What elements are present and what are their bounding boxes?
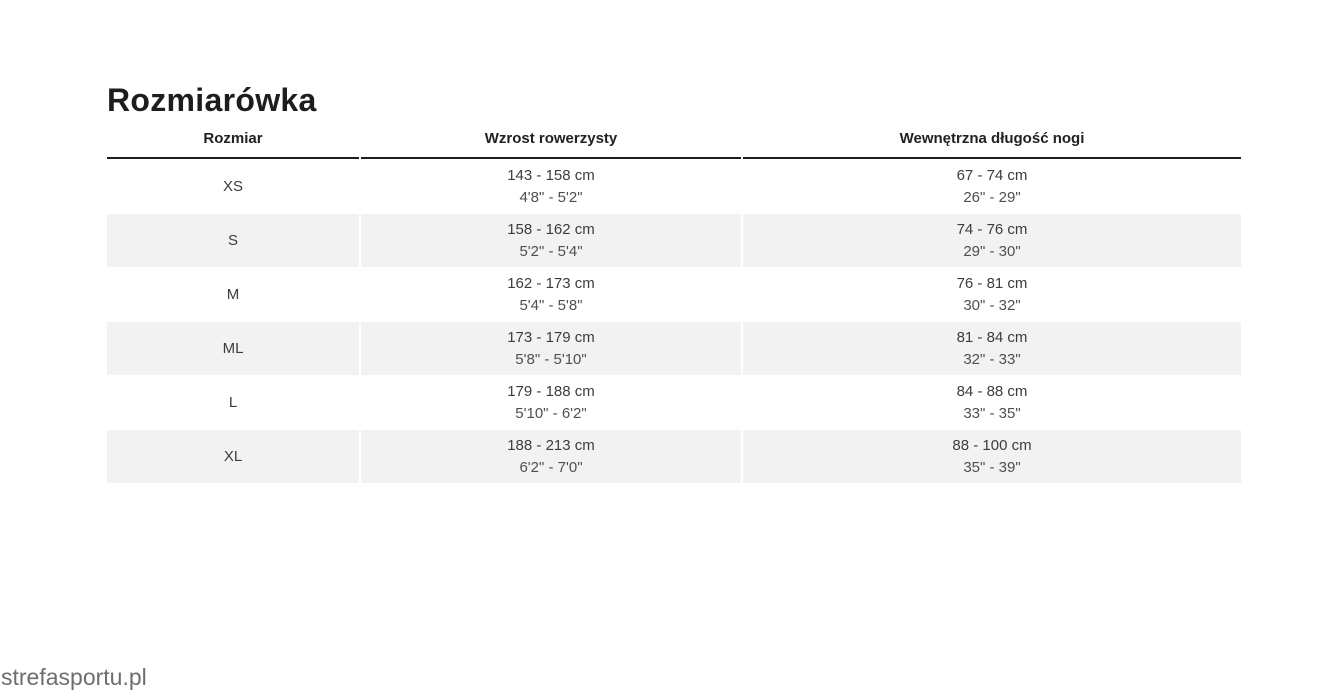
height-in: 5'4" - 5'8" xyxy=(519,296,583,314)
rider-height-cell: 162 - 173 cm 5'4" - 5'8" xyxy=(361,268,741,321)
rider-height-cell: 173 - 179 cm 5'8" - 5'10" xyxy=(361,322,741,375)
table-row: ML 173 - 179 cm 5'8" - 5'10" 81 - 84 cm … xyxy=(107,322,1241,375)
height-cm: 162 - 173 cm xyxy=(507,274,595,292)
inseam-cm: 81 - 84 cm xyxy=(956,328,1028,346)
height-in: 5'10" - 6'2" xyxy=(515,404,587,422)
size-table: Rozmiar Wzrost rowerzysty Wewnętrzna dłu… xyxy=(105,118,1243,484)
inseam-in: 33" - 35" xyxy=(963,404,1021,422)
size-cell: S xyxy=(107,214,359,267)
table-row: S 158 - 162 cm 5'2" - 5'4" 74 - 76 cm 29… xyxy=(107,214,1241,267)
page-title: Rozmiarówka xyxy=(107,82,317,118)
size-cell: ML xyxy=(107,322,359,375)
height-cm: 188 - 213 cm xyxy=(507,436,595,454)
height-in: 6'2" - 7'0" xyxy=(519,458,583,476)
size-cell: XS xyxy=(107,160,359,213)
rider-height-cell: 158 - 162 cm 5'2" - 5'4" xyxy=(361,214,741,267)
rider-height-cell: 179 - 188 cm 5'10" - 6'2" xyxy=(361,376,741,429)
rider-height-cell: 143 - 158 cm 4'8" - 5'2" xyxy=(361,160,741,213)
inseam-cm: 74 - 76 cm xyxy=(956,220,1028,238)
watermark: strefasportu.pl xyxy=(1,664,147,690)
inseam-cm: 88 - 100 cm xyxy=(952,436,1032,454)
inseam-cell: 76 - 81 cm 30" - 32" xyxy=(743,268,1241,321)
inseam-cm: 76 - 81 cm xyxy=(956,274,1028,292)
height-cm: 179 - 188 cm xyxy=(507,382,595,400)
height-in: 5'8" - 5'10" xyxy=(515,350,587,368)
height-in: 5'2" - 5'4" xyxy=(519,242,583,260)
column-header-size: Rozmiar xyxy=(107,119,359,159)
table-row: XS 143 - 158 cm 4'8" - 5'2" 67 - 74 cm 2… xyxy=(107,160,1241,213)
size-cell: M xyxy=(107,268,359,321)
table-row: L 179 - 188 cm 5'10" - 6'2" 84 - 88 cm 3… xyxy=(107,376,1241,429)
column-header-rider-height: Wzrost rowerzysty xyxy=(361,119,741,159)
table-row: XL 188 - 213 cm 6'2" - 7'0" 88 - 100 cm … xyxy=(107,430,1241,483)
size-cell: XL xyxy=(107,430,359,483)
inseam-in: 29" - 30" xyxy=(963,242,1021,260)
inseam-cm: 84 - 88 cm xyxy=(956,382,1028,400)
height-cm: 143 - 158 cm xyxy=(507,166,595,184)
inseam-cell: 88 - 100 cm 35" - 39" xyxy=(743,430,1241,483)
inseam-in: 32" - 33" xyxy=(963,350,1021,368)
table-header-row: Rozmiar Wzrost rowerzysty Wewnętrzna dłu… xyxy=(107,119,1241,159)
inseam-cell: 74 - 76 cm 29" - 30" xyxy=(743,214,1241,267)
size-chart-section: Rozmiarówka Rozmiar Wzrost rowerzysty We… xyxy=(0,84,1339,484)
height-cm: 173 - 179 cm xyxy=(507,328,595,346)
inseam-in: 35" - 39" xyxy=(963,458,1021,476)
column-header-inner-leg-length: Wewnętrzna długość nogi xyxy=(743,119,1241,159)
rider-height-cell: 188 - 213 cm 6'2" - 7'0" xyxy=(361,430,741,483)
inseam-cm: 67 - 74 cm xyxy=(956,166,1028,184)
height-cm: 158 - 162 cm xyxy=(507,220,595,238)
size-cell: L xyxy=(107,376,359,429)
inseam-cell: 81 - 84 cm 32" - 33" xyxy=(743,322,1241,375)
inseam-in: 26" - 29" xyxy=(963,188,1021,206)
inseam-cell: 84 - 88 cm 33" - 35" xyxy=(743,376,1241,429)
table-row: M 162 - 173 cm 5'4" - 5'8" 76 - 81 cm 30… xyxy=(107,268,1241,321)
inseam-cell: 67 - 74 cm 26" - 29" xyxy=(743,160,1241,213)
inseam-in: 30" - 32" xyxy=(963,296,1021,314)
height-in: 4'8" - 5'2" xyxy=(519,188,583,206)
